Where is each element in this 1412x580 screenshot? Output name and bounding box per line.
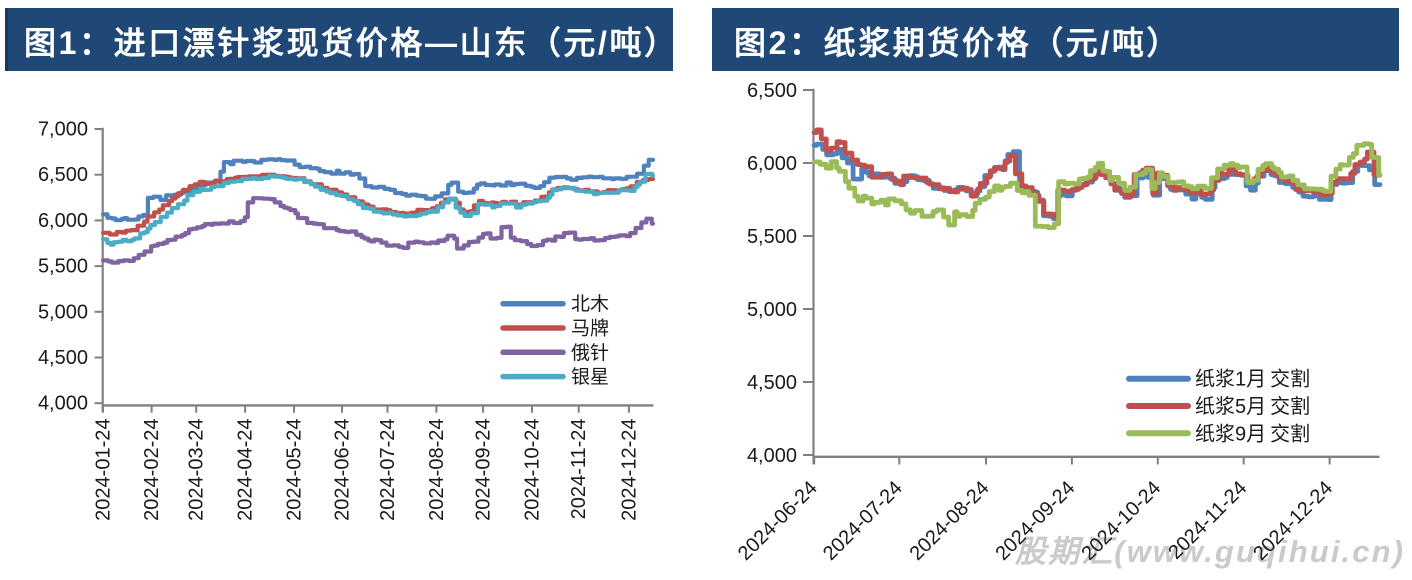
svg-text:2024-12-24: 2024-12-24 — [618, 419, 640, 521]
svg-text:2024-05-24: 2024-05-24 — [284, 419, 306, 521]
svg-text:2024-02-24: 2024-02-24 — [141, 419, 163, 521]
svg-text:2024-06-24: 2024-06-24 — [332, 419, 354, 521]
svg-text:4,500: 4,500 — [747, 372, 797, 394]
svg-text:北木: 北木 — [571, 293, 609, 315]
svg-text:纸浆9月 交割: 纸浆9月 交割 — [1195, 422, 1310, 445]
svg-text:2024-01-24: 2024-01-24 — [93, 419, 115, 521]
svg-text:6,000: 6,000 — [747, 153, 797, 175]
svg-text:5,500: 5,500 — [747, 226, 797, 248]
svg-text:5,000: 5,000 — [747, 299, 797, 321]
svg-text:5,000: 5,000 — [38, 301, 88, 323]
svg-text:2024-07-24: 2024-07-24 — [377, 419, 399, 521]
svg-text:马牌: 马牌 — [571, 318, 609, 340]
svg-text:2024-09-24: 2024-09-24 — [473, 419, 495, 521]
svg-text:4,000: 4,000 — [38, 393, 88, 415]
svg-text:2024-03-24: 2024-03-24 — [186, 419, 208, 521]
svg-text:2024-04-24: 2024-04-24 — [235, 419, 257, 521]
svg-text:2024-06-24: 2024-06-24 — [734, 477, 822, 565]
svg-text:股期汇(www.guqihui.cn): 股期汇(www.guqihui.cn) — [1014, 534, 1405, 569]
svg-text:纸浆1月 交割: 纸浆1月 交割 — [1195, 368, 1310, 391]
svg-text:2024-08-24: 2024-08-24 — [426, 419, 448, 521]
svg-text:俄针: 俄针 — [571, 342, 609, 364]
svg-text:7,000: 7,000 — [38, 119, 88, 141]
svg-text:2024-07-24: 2024-07-24 — [819, 477, 907, 565]
svg-text:2024-08-24: 2024-08-24 — [906, 477, 994, 565]
svg-text:2024-11-24: 2024-11-24 — [568, 419, 590, 520]
svg-text:4,000: 4,000 — [747, 445, 797, 467]
svg-text:纸浆5月 交割: 纸浆5月 交割 — [1195, 395, 1310, 418]
svg-text:银星: 银星 — [571, 366, 609, 388]
svg-text:5,500: 5,500 — [38, 256, 88, 278]
svg-text:6,000: 6,000 — [38, 210, 88, 232]
svg-text:6,500: 6,500 — [747, 80, 797, 102]
svg-text:4,500: 4,500 — [38, 347, 88, 369]
svg-text:6,500: 6,500 — [38, 164, 88, 186]
svg-text:2024-10-24: 2024-10-24 — [522, 419, 544, 521]
